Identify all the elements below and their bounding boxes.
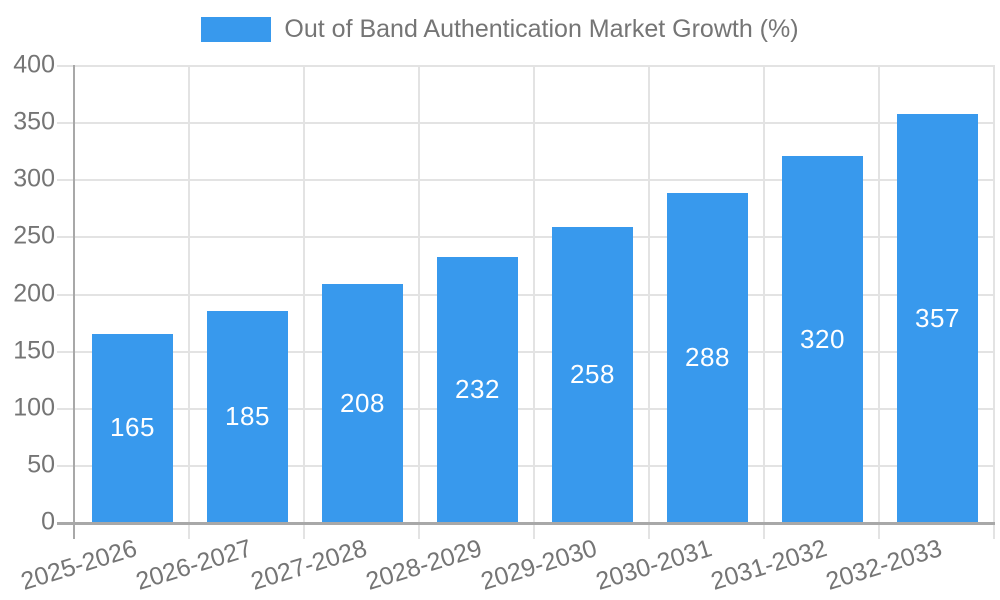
bar: 357 <box>897 114 978 522</box>
y-axis-tick-label: 100 <box>13 393 55 422</box>
bar: 185 <box>207 310 288 522</box>
bar: 320 <box>782 156 863 522</box>
y-axis-tick-label: 150 <box>13 336 55 365</box>
y-axis-line <box>73 65 75 539</box>
x-axis-tick-label: 2026-2027 <box>132 534 256 596</box>
x-axis-tick-label: 2032-2033 <box>822 534 946 596</box>
gridline-vertical <box>303 65 305 539</box>
bar-value-label: 258 <box>570 359 615 390</box>
gridline-vertical <box>418 65 420 539</box>
legend-swatch[interactable] <box>201 16 272 42</box>
gridline-vertical <box>763 65 765 539</box>
bar: 258 <box>552 227 633 522</box>
bar: 208 <box>322 284 403 522</box>
legend-label[interactable]: Out of Band Authentication Market Growth… <box>284 15 799 43</box>
gridline-vertical <box>993 65 995 539</box>
gridline-horizontal <box>57 464 995 467</box>
x-axis-tick-label: 2025-2026 <box>17 534 141 596</box>
gridline-vertical <box>533 65 535 539</box>
bar: 232 <box>437 256 518 522</box>
bar: 288 <box>667 192 748 522</box>
legend[interactable]: Out of Band Authentication Market Growth… <box>0 15 1000 43</box>
y-axis-tick-label: 350 <box>13 107 55 136</box>
y-axis-tick-label: 50 <box>27 450 55 479</box>
gridline-horizontal <box>57 407 995 410</box>
plot-area: 165 185 208 232 258 288 320 357 0 50 100 150 200 250 3… <box>13 52 995 596</box>
y-axis-tick-label: 400 <box>13 50 55 79</box>
bar-value-label: 320 <box>800 323 845 354</box>
bar: 165 <box>92 333 173 522</box>
gridline-horizontal <box>57 122 995 125</box>
bar-value-label: 232 <box>455 373 500 404</box>
x-axis-tick-label: 2030-2031 <box>592 534 716 596</box>
gridline-horizontal <box>57 236 995 239</box>
x-axis-tick-label: 2027-2028 <box>247 534 371 596</box>
y-axis-tick-label: 200 <box>13 279 55 307</box>
gridline-vertical <box>878 65 880 539</box>
y-axis-tick-label: 0 <box>41 507 55 536</box>
gridline-horizontal <box>57 350 995 353</box>
gridline-horizontal <box>57 293 995 296</box>
y-axis-tick-label: 250 <box>13 221 55 250</box>
bar-value-label: 208 <box>340 387 385 418</box>
bar-value-label: 165 <box>110 412 155 443</box>
gridline-horizontal <box>57 65 995 67</box>
x-axis-line <box>57 522 995 525</box>
gridline-vertical <box>648 65 650 539</box>
bar-value-label: 357 <box>915 302 960 333</box>
gridline-horizontal <box>57 179 995 182</box>
x-axis-tick-label: 2031-2032 <box>707 534 831 596</box>
x-axis-tick-label: 2028-2029 <box>362 534 486 596</box>
bar-value-label: 185 <box>225 400 270 431</box>
y-axis-tick-label: 300 <box>13 164 55 193</box>
gridline-vertical <box>188 65 190 539</box>
x-axis-tick-label: 2029-2030 <box>477 534 601 596</box>
bar-value-label: 288 <box>685 341 730 372</box>
